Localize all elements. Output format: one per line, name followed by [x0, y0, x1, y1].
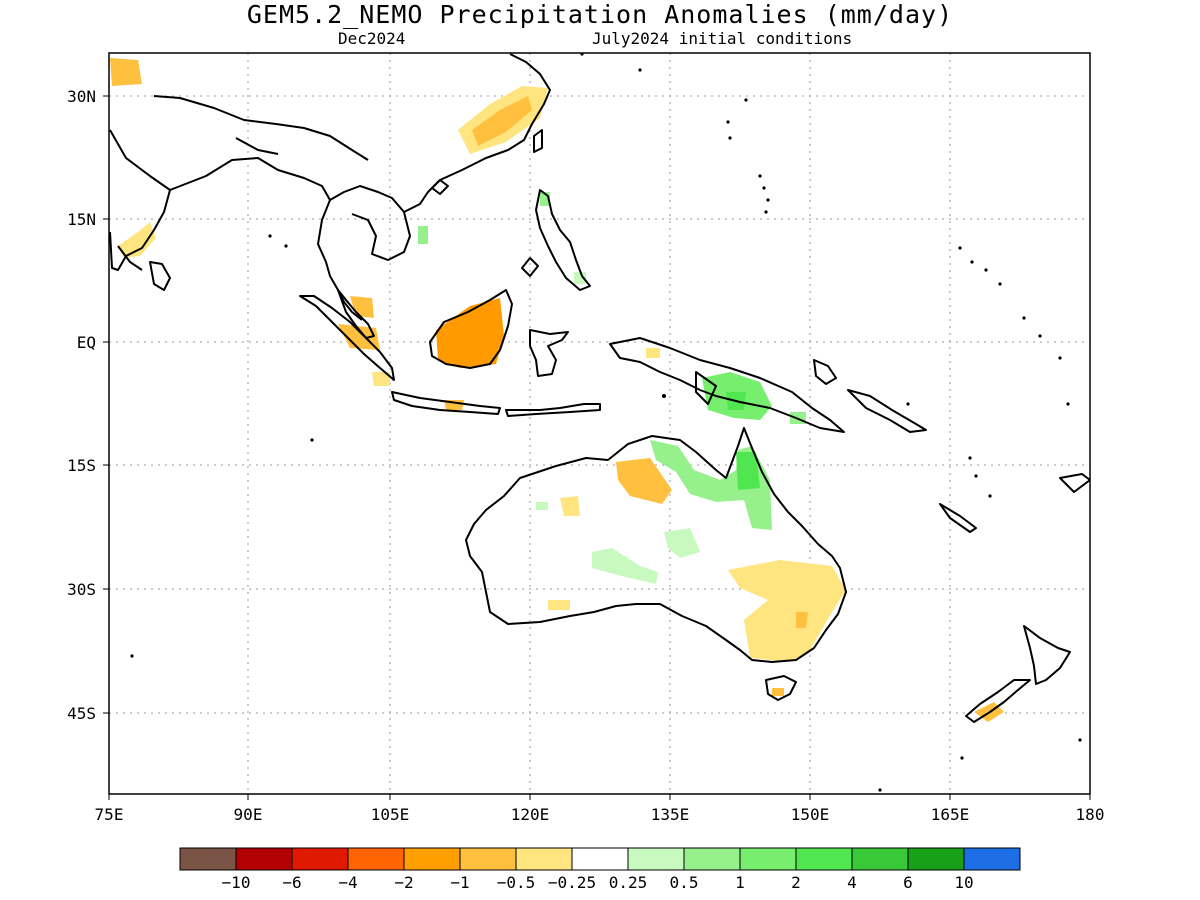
dry-anomaly-region — [772, 688, 784, 696]
wet-anomaly-region — [418, 226, 428, 244]
colorbar-swatch — [291, 847, 349, 871]
wet-anomaly-region — [664, 528, 700, 558]
colorbar-swatch — [403, 847, 461, 871]
colorbar-swatch — [235, 847, 293, 871]
wet-anomaly-region — [574, 272, 586, 284]
lon-tick-label: 180 — [1076, 805, 1105, 824]
lat-tick-label: 30N — [67, 87, 96, 106]
colorbar-swatch — [907, 847, 965, 871]
colorbar-swatch — [459, 847, 517, 871]
axis-ticks — [103, 95, 1091, 800]
colorbar-label: −2 — [394, 873, 413, 892]
colorbar-swatch — [179, 847, 237, 871]
colorbar-swatch — [851, 847, 909, 871]
dry-anomaly-region — [560, 496, 580, 516]
dry-anomaly-region — [728, 560, 846, 662]
initial-conditions-label: July2024 initial conditions — [592, 29, 853, 48]
lon-tick-label: 150E — [791, 805, 830, 824]
lon-tick-label: 165E — [931, 805, 970, 824]
colorbar-swatch — [795, 847, 853, 871]
colorbar-swatch — [515, 847, 573, 871]
dry-anomaly-region — [796, 612, 808, 628]
colorbar-label: 4 — [847, 873, 857, 892]
wet-anomaly-region — [592, 548, 658, 584]
wet-anomaly-region — [736, 452, 760, 490]
colorbar: −10 −6 −4 −2 −1 −0.5 −0.25 0.25 0.5 1 2 4 6 10 — [179, 847, 1021, 892]
colorbar-swatch — [963, 847, 1021, 871]
lon-tick-label: 120E — [511, 805, 550, 824]
colorbar-label: −0.25 — [548, 873, 596, 892]
wet-anomaly-region — [536, 502, 548, 510]
colorbar-label: 6 — [903, 873, 913, 892]
coastlines — [109, 53, 1090, 723]
colorbar-label: 0.25 — [609, 873, 648, 892]
longitude-labels: 75E 90E 105E 120E 135E 150E 165E 180 — [95, 805, 1105, 824]
dry-anomaly-region — [616, 458, 672, 504]
lon-tick-label: 135E — [651, 805, 690, 824]
map-frame — [108, 52, 1091, 795]
colorbar-swatch — [739, 847, 797, 871]
valid-month-label: Dec2024 — [338, 29, 406, 48]
colorbar-swatch — [683, 847, 741, 871]
lat-tick-label: 30S — [67, 580, 96, 599]
lat-tick-label: 15N — [67, 210, 96, 229]
colorbar-label: 2 — [791, 873, 801, 892]
colorbar-label: −10 — [222, 873, 251, 892]
dry-anomaly-region — [118, 222, 156, 258]
anomaly-shading — [110, 58, 1004, 722]
lon-tick-label: 105E — [371, 805, 410, 824]
dry-anomaly-region — [110, 58, 142, 86]
colorbar-label: −4 — [338, 873, 357, 892]
lon-tick-label: 90E — [234, 805, 263, 824]
map-title: GEM5.2_NEMO Precipitation Anomalies (mm/… — [246, 0, 954, 29]
colorbar-swatch — [627, 847, 685, 871]
colorbar-label: −6 — [282, 873, 301, 892]
dry-anomaly-region — [646, 348, 660, 358]
latitude-labels: 30N 15N EQ 15S 30S 45S — [67, 87, 96, 723]
colorbar-label: 0.5 — [670, 873, 699, 892]
dry-anomaly-region — [372, 372, 390, 386]
dry-anomaly-region — [548, 600, 570, 610]
lat-tick-label: EQ — [77, 333, 96, 352]
colorbar-swatch — [347, 847, 405, 871]
lat-tick-label: 45S — [67, 704, 96, 723]
dry-anomaly-region — [472, 96, 532, 146]
lat-tick-label: 15S — [67, 456, 96, 475]
colorbar-label: −1 — [450, 873, 469, 892]
map-gridlines — [109, 53, 1090, 794]
lon-tick-label: 75E — [95, 805, 124, 824]
dry-anomaly-region — [436, 298, 504, 368]
map-plot-area — [109, 53, 1090, 794]
small-islands — [130, 53, 1082, 792]
colorbar-label: 10 — [954, 873, 973, 892]
colorbar-label: 1 — [735, 873, 745, 892]
dry-anomaly-region — [338, 324, 380, 350]
colorbar-label: −0.5 — [497, 873, 536, 892]
colorbar-swatch — [571, 847, 629, 871]
